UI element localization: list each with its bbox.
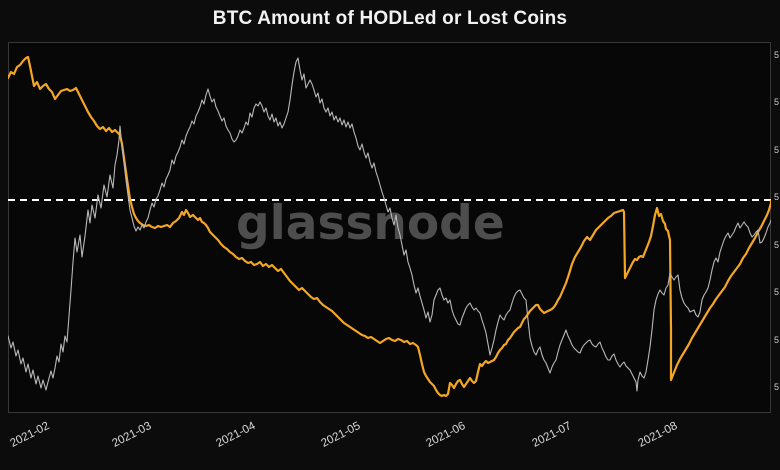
y-tick-label-clipped: 5 <box>774 335 780 345</box>
y-tick-label-clipped: 5 <box>774 50 780 60</box>
x-tick-label: 2021-07 <box>530 420 574 450</box>
y-tick-label-clipped: 5 <box>774 145 780 155</box>
y-tick-label-clipped: 5 <box>774 97 780 107</box>
x-tick-label: 2021-06 <box>424 420 468 450</box>
x-tick-label: 2021-08 <box>636 420 680 450</box>
y-tick-label-clipped: 5 <box>774 192 780 202</box>
x-tick-label: 2021-02 <box>8 420 52 450</box>
y-tick-label-clipped: 5 <box>774 240 780 250</box>
chart-svg <box>8 55 771 398</box>
x-tick-label: 2021-03 <box>110 420 154 450</box>
y-tick-label-clipped: 5 <box>774 382 780 392</box>
y-tick-label-clipped: 5 <box>774 287 780 297</box>
glassnode-watermark: glassnode <box>236 196 505 251</box>
x-tick-label: 2021-05 <box>319 420 363 450</box>
gray-line <box>8 57 771 392</box>
chart-title: BTC Amount of HODLed or Lost Coins <box>212 8 568 29</box>
x-tick-label: 2021-04 <box>214 420 258 450</box>
orange-line <box>8 55 771 398</box>
